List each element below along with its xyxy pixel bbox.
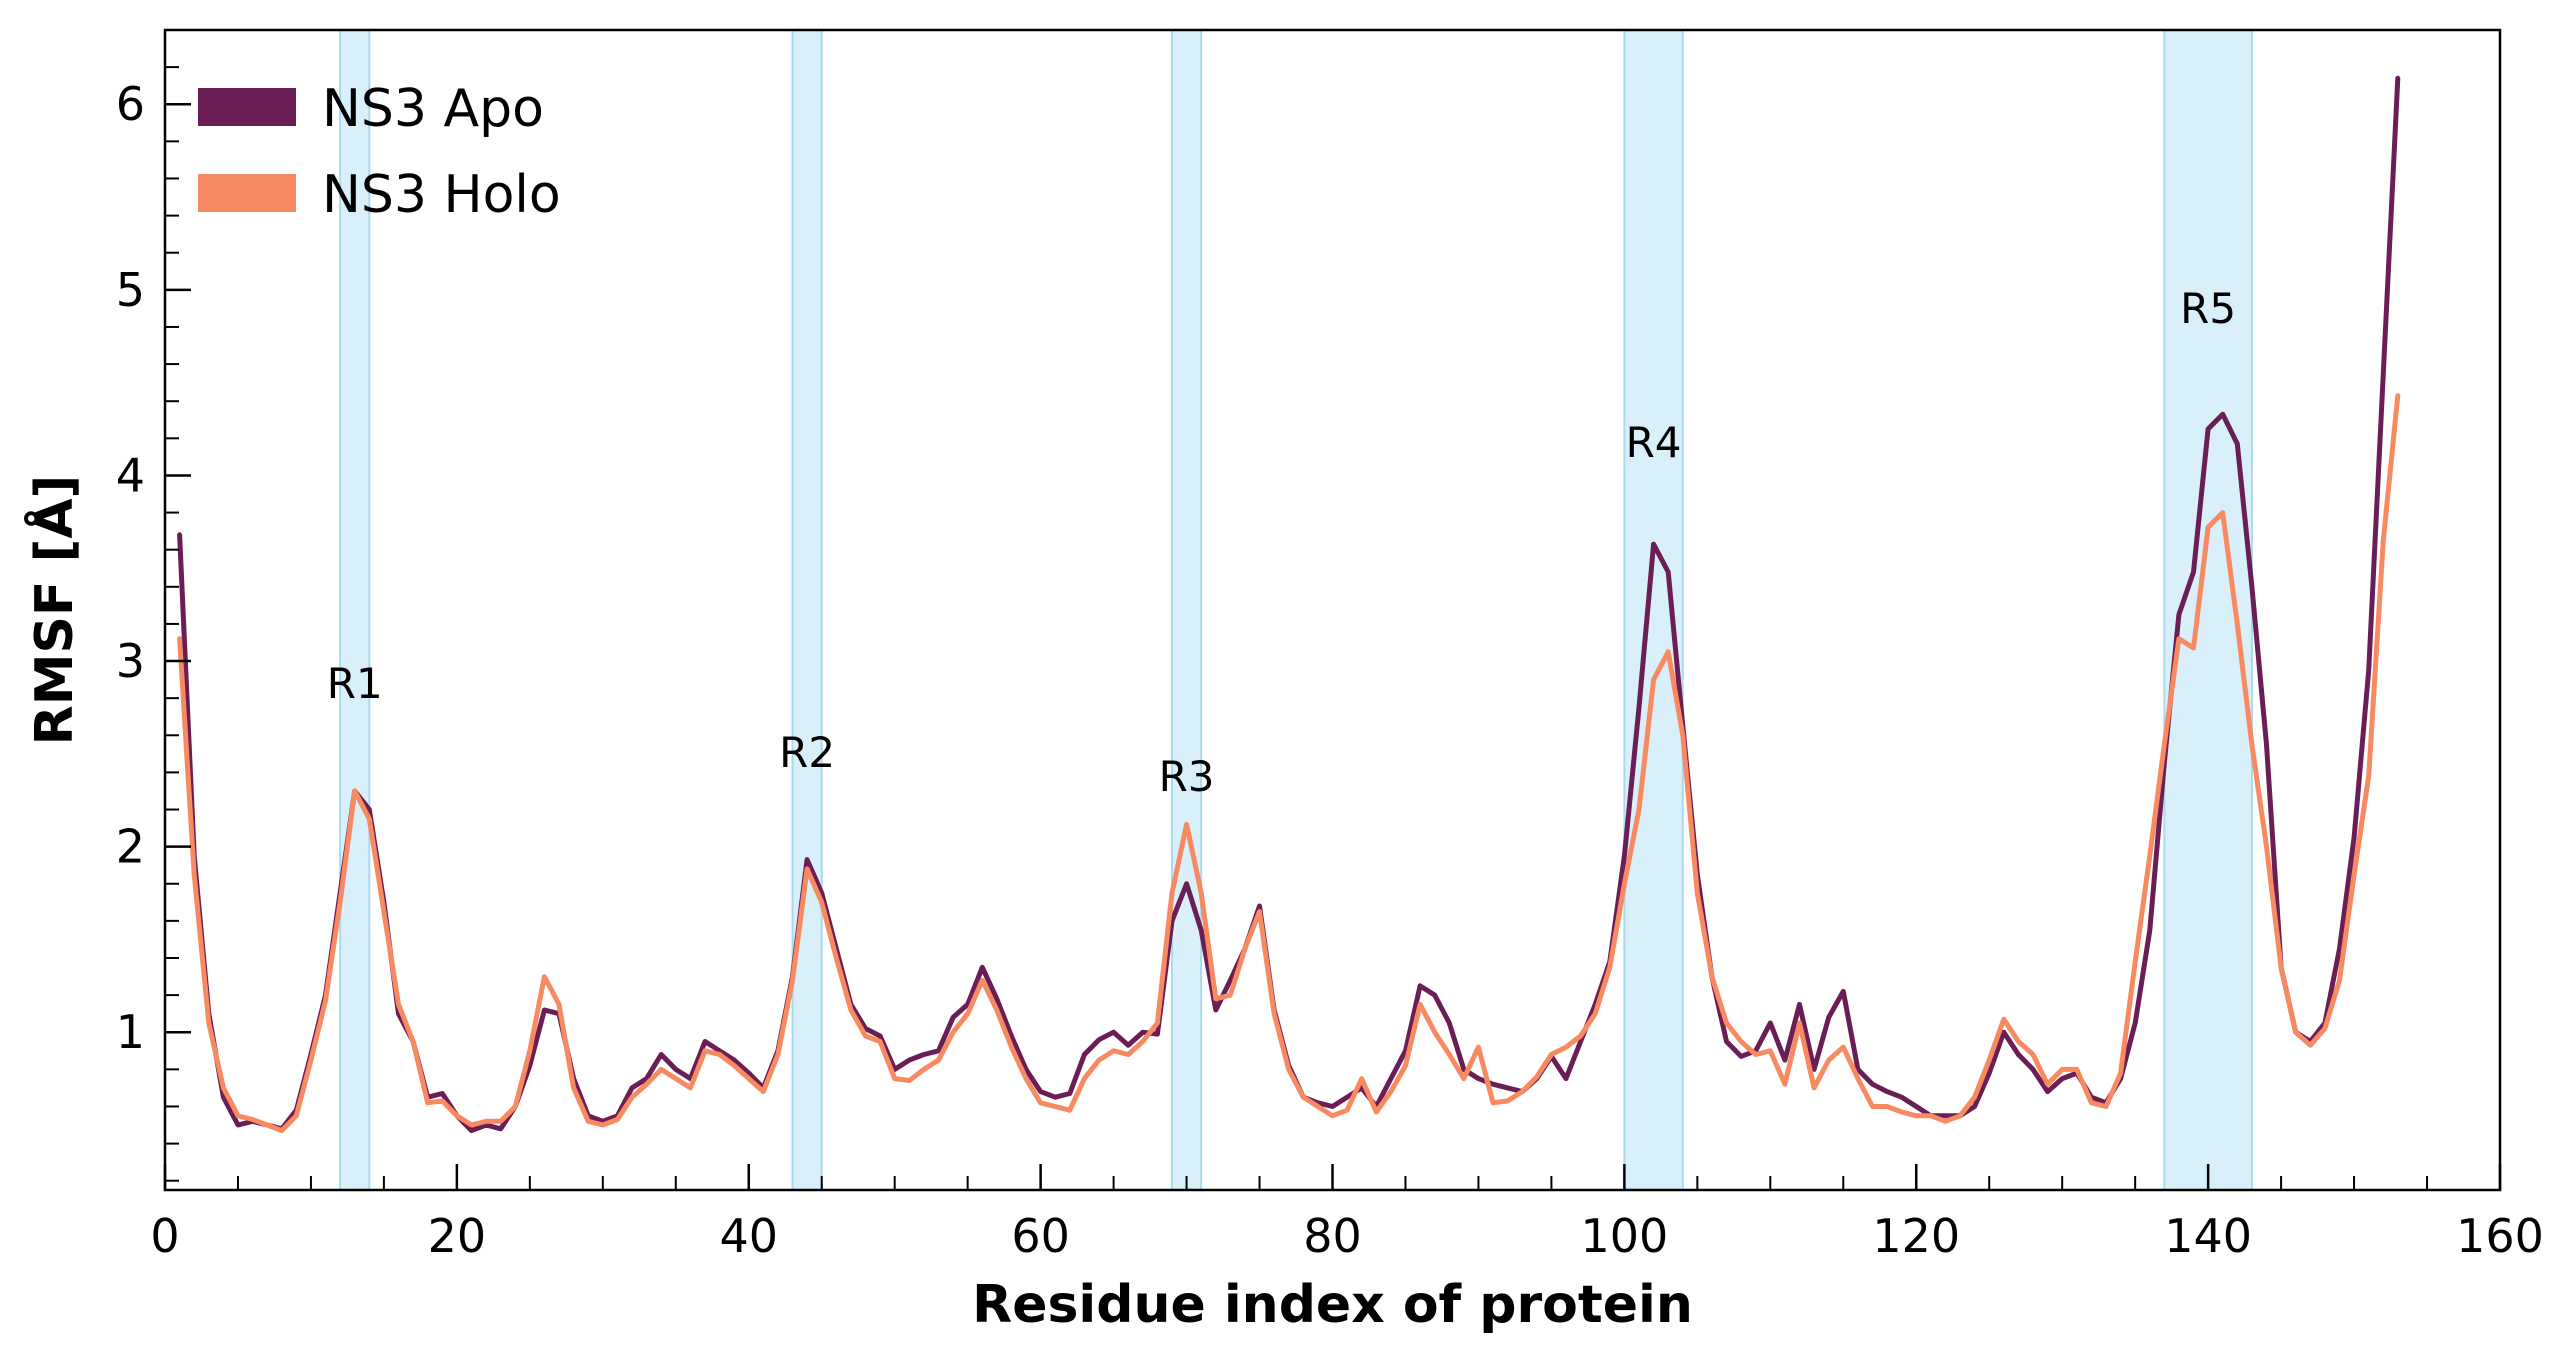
region-band-r1	[339, 29, 371, 1191]
y-tick-label: 3	[116, 634, 145, 688]
highlight-regions	[339, 29, 2253, 1191]
legend-label-ns3-holo: NS3 Holo	[322, 165, 561, 225]
y-tick-label: 5	[116, 263, 145, 317]
y-tick-label: 6	[116, 77, 145, 131]
legend: NS3 Apo NS3 Holo	[198, 79, 561, 225]
y-tick-label: 4	[116, 448, 145, 502]
region-labels: R1 R2 R3 R4 R5	[327, 284, 2236, 801]
x-tick-label: 160	[2456, 1209, 2544, 1263]
series-line-ns3-apo	[177, 75, 2401, 1134]
region-label-r2: R2	[779, 728, 835, 777]
region-label-r4: R4	[1626, 418, 1682, 467]
x-tick-label: 80	[1303, 1209, 1362, 1263]
axis-ticks: 0 20 40 60 80 100 120 140 160 1 2 3 4 5 6	[116, 66, 2544, 1263]
legend-swatch-ns3-apo	[198, 88, 296, 126]
x-tick-label: 20	[428, 1209, 487, 1263]
region-label-r1: R1	[327, 659, 383, 708]
x-tick-label: 120	[1872, 1209, 1960, 1263]
x-tick-label: 100	[1580, 1209, 1668, 1263]
y-tick-label: 2	[116, 820, 145, 874]
region-label-r5: R5	[2180, 284, 2236, 333]
x-tick-label: 0	[150, 1209, 179, 1263]
region-band-r2	[791, 29, 823, 1191]
y-tick-label: 1	[116, 1005, 145, 1059]
region-band-r5	[2163, 29, 2253, 1191]
x-tick-label: 40	[719, 1209, 778, 1263]
region-band-r3	[1170, 29, 1203, 1191]
region-label-r3: R3	[1159, 752, 1215, 801]
legend-label-ns3-apo: NS3 Apo	[322, 79, 544, 139]
x-axis-label: Residue index of protein	[972, 1275, 1693, 1335]
y-axis-label: RMSF [Å]	[24, 475, 85, 746]
x-tick-label: 60	[1011, 1209, 1070, 1263]
series-line-ns3-holo	[177, 393, 2401, 1134]
x-tick-label: 140	[2164, 1209, 2252, 1263]
series-lines	[177, 75, 2401, 1134]
legend-swatch-ns3-holo	[198, 174, 296, 212]
